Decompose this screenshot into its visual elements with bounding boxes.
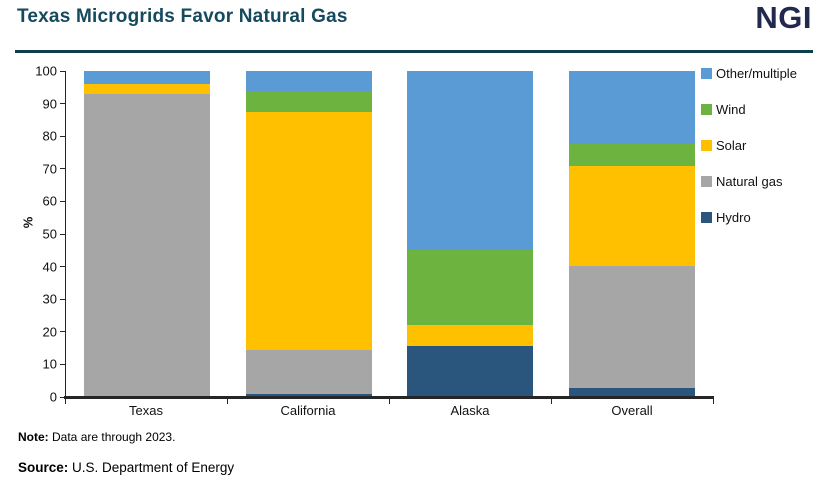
y-tick-mark-10 (60, 363, 65, 365)
legend-label-other-multiple: Other/multiple (716, 65, 797, 81)
bar-segment-california-natural-gas (245, 349, 372, 394)
bar-slot-california (228, 71, 390, 397)
bar-segment-california-wind (245, 90, 372, 112)
legend-swatch-icon-natural-gas (701, 175, 712, 187)
y-tick-label-10: 10 (42, 356, 57, 372)
note-text: Data are through 2023. (48, 430, 176, 444)
legend-item-other-multiple: Other/multiple (701, 65, 826, 81)
legend-item-hydro: Hydro (701, 209, 826, 225)
plot-area: 0 10 20 30 40 50 60 70 80 90 100 (35, 64, 713, 405)
bars-container (66, 71, 713, 397)
y-tick-label-20: 20 (42, 324, 57, 340)
y-tick-label-50: 50 (42, 226, 57, 242)
page-title: Texas Microgrids Favor Natural Gas (17, 6, 348, 27)
legend-item-natural-gas: Natural gas (701, 173, 826, 189)
note-line: Note: Data are through 2023. (18, 430, 175, 444)
y-tick-mark-100 (60, 70, 65, 72)
bar-segment-overall-wind (569, 144, 696, 166)
bar-segment-texas-other-multiple (83, 71, 210, 85)
legend-swatch-icon-hydro (701, 211, 712, 223)
x-axis-line (64, 396, 714, 399)
y-tick-mark-90 (60, 103, 65, 105)
y-tick-mark-60 (60, 200, 65, 202)
source-line: Source: U.S. Department of Energy (18, 460, 234, 475)
bar-segment-alaska-solar (407, 325, 534, 347)
y-tick-mark-50 (60, 233, 65, 235)
bar-segment-overall-natural-gas (569, 265, 696, 389)
legend-swatch-icon-solar (701, 139, 712, 151)
x-tick-2 (389, 399, 390, 404)
stacked-bar-alaska (407, 71, 534, 397)
stacked-bar-california (245, 71, 372, 397)
y-tick-mark-30 (60, 298, 65, 300)
x-axis-labels: Texas California Alaska Overall (65, 403, 713, 418)
bar-segment-overall-solar (569, 165, 696, 266)
bar-slot-texas (66, 71, 228, 397)
y-tick-label-0: 0 (49, 389, 57, 405)
stacked-bar-texas (83, 71, 210, 397)
y-tick-mark-0 (60, 396, 65, 398)
legend-item-wind: Wind (701, 101, 826, 117)
x-label-california: California (280, 403, 336, 418)
x-tick-0 (65, 399, 66, 404)
y-tick-label-30: 30 (42, 291, 57, 307)
legend-swatch-icon-other-multiple (701, 67, 712, 79)
y-axis-title: % (20, 216, 36, 229)
x-label-texas: Texas (129, 403, 163, 418)
ngi-logo: NGI (755, 0, 812, 35)
x-label-overall: Overall (611, 403, 653, 418)
bar-segment-california-solar (245, 111, 372, 350)
source-label: Source: (18, 460, 69, 475)
y-tick-label-70: 70 (42, 161, 57, 177)
legend-item-solar: Solar (701, 137, 826, 153)
legend: Other/multiple Wind Solar Natural gas Hydro (701, 65, 826, 245)
bar-segment-overall-other-multiple (569, 71, 696, 145)
y-tick-mark-20 (60, 331, 65, 333)
bar-segment-texas-natural-gas (83, 93, 210, 397)
source-text: U.S. Department of Energy (68, 460, 235, 475)
x-label-alaska: Alaska (450, 403, 490, 418)
x-tick-3 (551, 399, 552, 404)
y-tick-label-60: 60 (42, 193, 57, 209)
bar-segment-california-other-multiple (245, 71, 372, 91)
bar-segment-alaska-wind (407, 250, 534, 326)
x-tick-4 (713, 399, 714, 404)
legend-label-wind: Wind (716, 101, 746, 117)
y-tick-mark-70 (60, 168, 65, 170)
legend-label-natural-gas: Natural gas (716, 173, 783, 189)
title-underline (15, 50, 813, 53)
legend-label-solar: Solar (716, 137, 747, 153)
bar-segment-california-hydro (245, 393, 372, 397)
y-tick-label-90: 90 (42, 96, 57, 112)
y-tick-label-100: 100 (35, 63, 57, 79)
stacked-bar-overall (569, 71, 696, 397)
y-tick-mark-40 (60, 266, 65, 268)
bar-segment-alaska-hydro (407, 346, 534, 397)
note-label: Note: (18, 430, 49, 444)
legend-swatch-icon-wind (701, 103, 712, 115)
bar-segment-alaska-other-multiple (407, 71, 534, 251)
bar-slot-overall (551, 71, 713, 397)
bar-slot-alaska (390, 71, 552, 397)
y-tick-label-80: 80 (42, 128, 57, 144)
bar-segment-texas-solar (83, 84, 210, 94)
legend-label-hydro: Hydro (716, 209, 751, 225)
x-tick-1 (227, 399, 228, 404)
bar-segment-overall-hydro (569, 388, 696, 397)
y-tick-label-40: 40 (42, 259, 57, 275)
y-tick-mark-80 (60, 135, 65, 137)
